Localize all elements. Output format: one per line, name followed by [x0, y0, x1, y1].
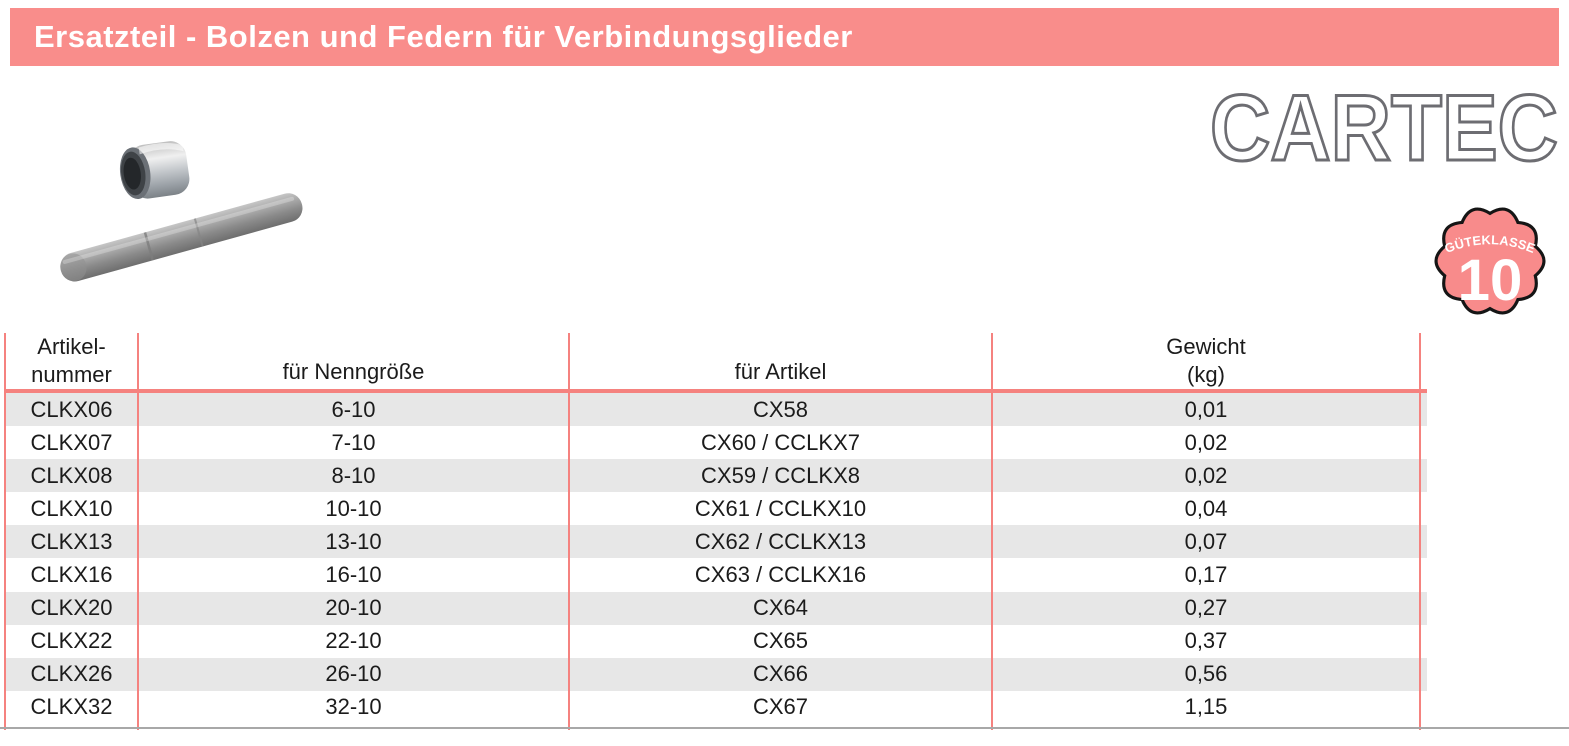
table-cell: 22-10: [139, 624, 570, 658]
column-header-line: Artikel-: [37, 334, 106, 359]
table-cell: CX61 / CCLKX10: [570, 492, 993, 526]
table-header-row: Artikel- nummer für Nenngröße für Artike…: [6, 333, 1427, 393]
table-cell: 0,02: [993, 426, 1421, 460]
table-cell: 8-10: [139, 459, 570, 493]
table-cell: CLKX22: [6, 624, 139, 658]
table-cell: CX58: [570, 393, 993, 427]
table-cell: 0,01: [993, 393, 1421, 427]
table-cell: 32-10: [139, 690, 570, 724]
table-body: CLKX06 6-10 CX58 0,01 CLKX07 7-10 CX60 / CCLKX…: [6, 393, 1427, 730]
title-bar: Ersatzteil - Bolzen und Federn für Verbi…: [10, 8, 1559, 66]
badge-number: 10: [1458, 248, 1523, 313]
table-cell: 26-10: [139, 657, 570, 691]
table-cell: CLKX08: [6, 459, 139, 493]
table-row: CLKX26 26-10 CX66 0,56: [6, 657, 1427, 691]
table-cell: 0,27: [993, 591, 1421, 625]
column-header-nenngroesse: für Nenngröße: [139, 333, 570, 389]
table-cell: CX64: [570, 591, 993, 625]
table-cell: 16-10: [139, 558, 570, 592]
table-cell: CX62 / CCLKX13: [570, 525, 993, 559]
table-row: CLKX06 6-10 CX58 0,01: [6, 393, 1427, 427]
table-cell: 0,17: [993, 558, 1421, 592]
table-cell: CX66: [570, 657, 993, 691]
page-title: Ersatzteil - Bolzen und Federn für Verbi…: [34, 19, 853, 54]
column-header-line: nummer: [31, 362, 112, 387]
product-photo-icon: [60, 141, 303, 282]
table-cell: [139, 723, 570, 730]
table-cell: 0,56: [993, 657, 1421, 691]
table-row: CLKX13 13-10 CX62 / CCLKX13 0,07: [6, 525, 1427, 559]
bottom-divider: [0, 727, 1569, 729]
table-cell: 13-10: [139, 525, 570, 559]
table-cell: CLKX16: [6, 558, 139, 592]
table-cell: CLKX06: [6, 393, 139, 427]
table-cell: CX65: [570, 624, 993, 658]
table-row: CLKX16 16-10 CX63 / CCLKX16 0,17: [6, 558, 1427, 592]
column-header-artikelnummer: Artikel- nummer: [6, 333, 139, 389]
table-cell: 0,07: [993, 525, 1421, 559]
table-cell: CLKX13: [6, 525, 139, 559]
table-cell: CLKX07: [6, 426, 139, 460]
table-cell: 6-10: [139, 393, 570, 427]
column-header-line: Gewicht: [1166, 334, 1246, 359]
pin-shape: [60, 193, 303, 282]
parts-table: Artikel- nummer für Nenngröße für Artike…: [4, 333, 1427, 730]
table-row: CLKX10 10-10 CX61 / CCLKX10 0,04: [6, 492, 1427, 526]
table-cell: CLKX20: [6, 591, 139, 625]
table-cell: CLKX32: [6, 690, 139, 724]
table-cell: 1,15: [993, 690, 1421, 724]
column-header-line: für Nenngröße: [282, 359, 425, 384]
column-header-artikel: für Artikel: [570, 333, 993, 389]
cartec-logo-text: CARTEC: [1210, 75, 1558, 175]
table-row: CLKX20 20-10 CX64 0,27: [6, 591, 1427, 625]
table-cell: CX60 / CCLKX7: [570, 426, 993, 460]
table-cell: 10-10: [139, 492, 570, 526]
sleeve-shape: [119, 141, 190, 200]
table-footer-spacer: [6, 723, 1427, 730]
table-cell: CX63 / CCLKX16: [570, 558, 993, 592]
cartec-logo: CARTEC: [1209, 74, 1560, 176]
table-cell: 7-10: [139, 426, 570, 460]
quality-badge: GÜTEKLASSE 10: [1434, 207, 1546, 315]
table-cell: [993, 723, 1421, 730]
table-row: CLKX07 7-10 CX60 / CCLKX7 0,02: [6, 426, 1427, 460]
table-row: CLKX08 8-10 CX59 / CCLKX8 0,02: [6, 459, 1427, 493]
table-cell: CLKX10: [6, 492, 139, 526]
table-cell: CX59 / CCLKX8: [570, 459, 993, 493]
table-cell: [6, 723, 139, 730]
table-cell: 0,04: [993, 492, 1421, 526]
table-cell: CX67: [570, 690, 993, 724]
table-row: CLKX32 32-10 CX67 1,15: [6, 690, 1427, 724]
table-cell: 20-10: [139, 591, 570, 625]
column-header-line: für Artikel: [734, 359, 827, 384]
column-header-gewicht: Gewicht (kg): [993, 333, 1421, 389]
badge-seal-shape: [1434, 207, 1546, 315]
table-cell: [570, 723, 993, 730]
column-header-line: (kg): [1187, 362, 1225, 387]
table-cell: 0,37: [993, 624, 1421, 658]
table-row: CLKX22 22-10 CX65 0,37: [6, 624, 1427, 658]
table-cell: CLKX26: [6, 657, 139, 691]
table-cell: 0,02: [993, 459, 1421, 493]
